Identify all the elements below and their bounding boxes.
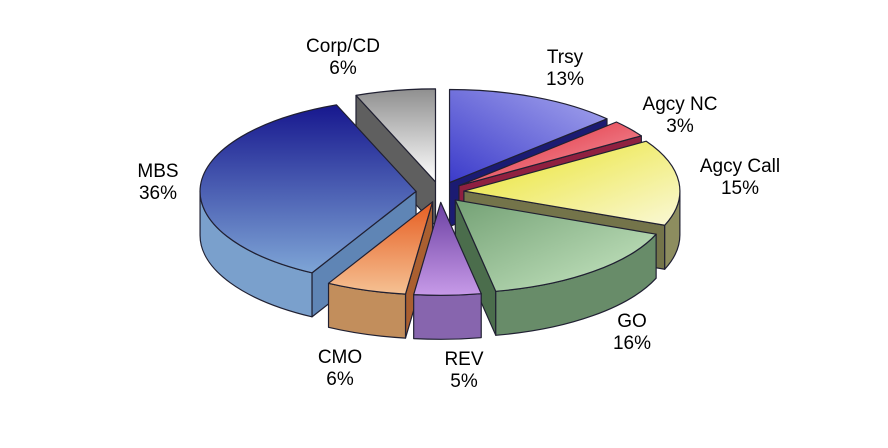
pie-slice-rev [413,201,482,340]
slice-top-go [454,199,657,292]
slice-top-trsy [448,88,608,184]
slice-top-mbs [199,104,417,274]
slice-top-cmo [327,201,434,295]
pie-slice-mbs [199,104,417,318]
slice-top-corp-cd [355,88,437,183]
slice-top-rev [413,201,482,296]
pie-slice-go [454,199,657,336]
pie-slice-cmo [327,201,434,339]
slice-top-agcy-call [463,140,681,226]
slice-top-agcy-nc [458,121,642,187]
slice-rim-wall-rev [413,293,482,340]
